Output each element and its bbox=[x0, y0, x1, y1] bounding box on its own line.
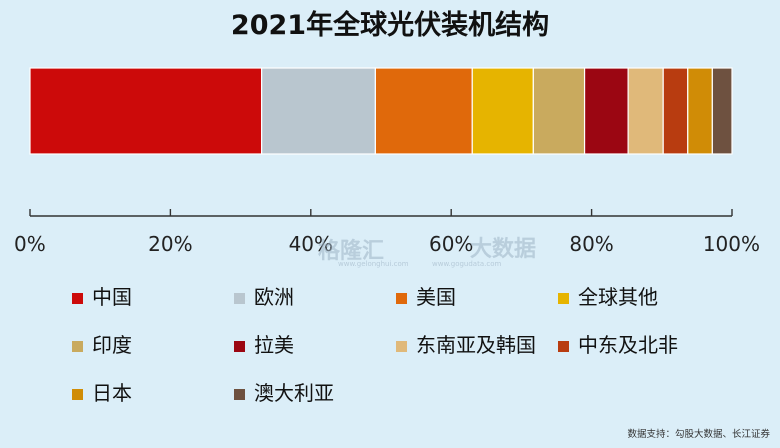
bar-segment-6 bbox=[627, 67, 664, 155]
legend-swatch bbox=[234, 293, 245, 304]
legend-swatch bbox=[72, 341, 83, 352]
x-tick-label: 0% bbox=[14, 232, 46, 256]
watermark-site-url: www.gogudata.com bbox=[432, 260, 501, 268]
bar-segment-4 bbox=[532, 67, 586, 155]
bar-segment-1 bbox=[261, 67, 376, 155]
legend-label: 澳大利亚 bbox=[254, 381, 334, 405]
legend-swatch bbox=[234, 389, 245, 400]
bar-segment-8 bbox=[687, 67, 713, 155]
legend-label: 全球其他 bbox=[578, 285, 658, 309]
chart-title: 2021年全球光伏装机结构 bbox=[231, 9, 549, 41]
x-tick-label: 60% bbox=[429, 232, 473, 256]
legend-label: 中东及北非 bbox=[578, 333, 678, 357]
x-tick-label: 20% bbox=[148, 232, 192, 256]
legend-swatch bbox=[558, 293, 569, 304]
watermark: 格隆汇 www.gelonghui.com 大数据 www.gogudata.c… bbox=[318, 236, 536, 268]
bar-segment-3 bbox=[471, 67, 534, 155]
watermark-brand-url: www.gelonghui.com bbox=[338, 260, 409, 268]
legend-label: 中国 bbox=[92, 285, 132, 309]
legend-label: 日本 bbox=[92, 381, 132, 405]
legend-swatch bbox=[396, 293, 407, 304]
x-tick-label: 40% bbox=[289, 232, 333, 256]
bar-segment-7 bbox=[662, 67, 689, 155]
watermark-site: 大数据 bbox=[470, 236, 536, 262]
legend-swatch bbox=[234, 341, 245, 352]
bar-segment-2 bbox=[374, 67, 473, 155]
bar-group bbox=[29, 67, 733, 155]
watermark-brand: 格隆汇 bbox=[318, 238, 384, 264]
legend-label: 欧洲 bbox=[254, 285, 294, 309]
legend-label: 美国 bbox=[416, 285, 456, 309]
bar-segment-9 bbox=[711, 67, 733, 155]
source-note: 数据支持：勾股大数据、长江证券 bbox=[627, 428, 770, 440]
legend-label: 印度 bbox=[92, 333, 132, 357]
legend-label: 拉美 bbox=[254, 333, 294, 357]
legend-label: 东南亚及韩国 bbox=[416, 333, 536, 357]
legend-swatch bbox=[396, 341, 407, 352]
x-axis: 0% 20% 40% 60% 80% 100% bbox=[14, 209, 760, 256]
x-tick-label: 100% bbox=[703, 232, 760, 256]
bar-segment-0 bbox=[29, 67, 263, 155]
x-tick-label: 80% bbox=[569, 232, 613, 256]
legend-swatch bbox=[558, 341, 569, 352]
legend-swatch bbox=[72, 293, 83, 304]
bar-segment-5 bbox=[583, 67, 629, 155]
legend-swatch bbox=[72, 389, 83, 400]
